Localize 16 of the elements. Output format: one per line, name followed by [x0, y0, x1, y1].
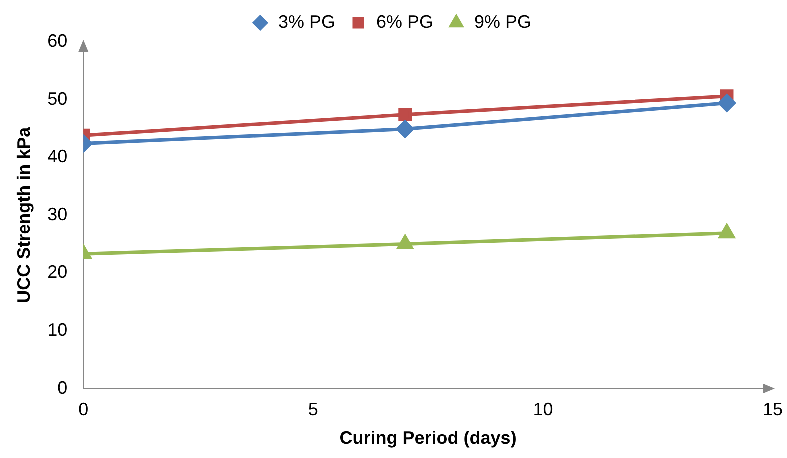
y-tick-label: 40: [48, 146, 68, 167]
x-tick-label: 0: [78, 400, 89, 420]
y-tick-label: 50: [48, 88, 68, 109]
y-tick-label: 10: [48, 320, 68, 340]
legend-label: 6% PG: [376, 12, 434, 32]
y-tick-label: 60: [48, 30, 68, 51]
y-axis-title: UCC Strength in kPa: [14, 126, 34, 304]
x-tick-label: 15: [762, 400, 784, 420]
x-axis-title: Curing Period (days): [340, 428, 517, 448]
x-tick-label: 5: [308, 400, 318, 420]
legend-label: 9% PG: [474, 12, 532, 32]
legend-label: 3% PG: [278, 12, 336, 32]
y-tick-label: 20: [48, 262, 68, 282]
y-tick-label: 30: [48, 204, 68, 224]
x-tick-label: 10: [533, 400, 554, 420]
y-tick-label: 0: [58, 378, 68, 398]
